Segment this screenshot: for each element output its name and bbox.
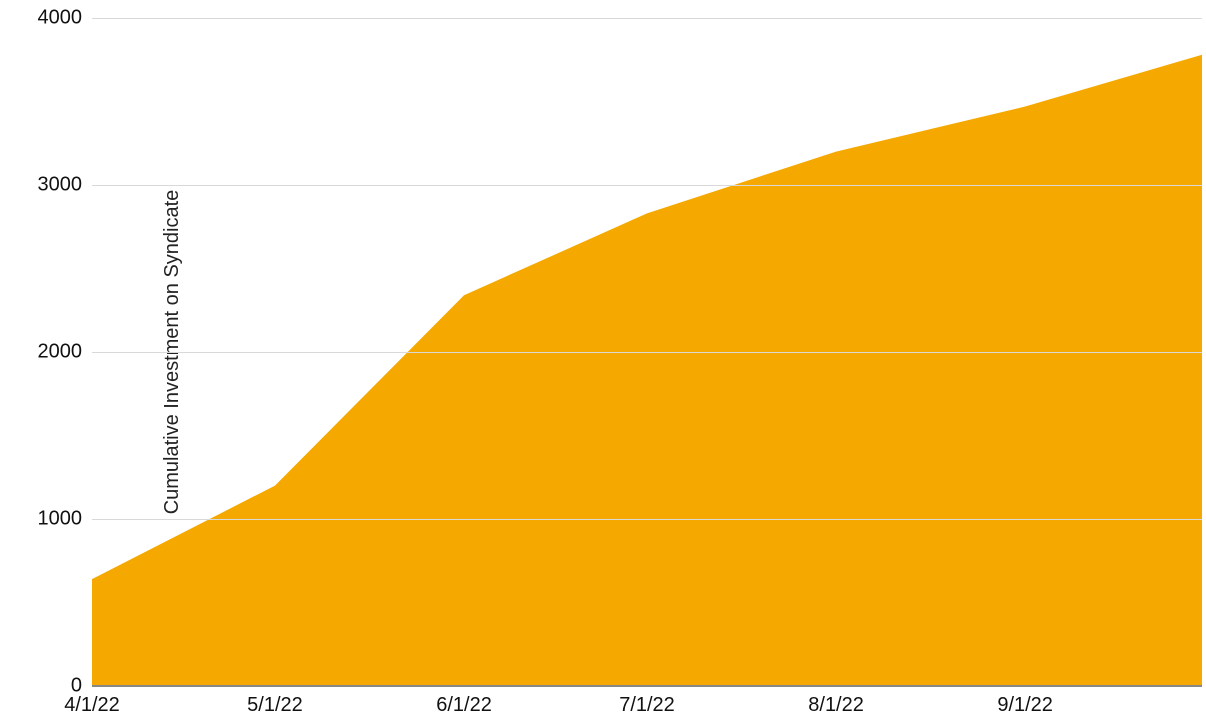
y-tick-label: 4000 — [38, 7, 93, 30]
plot-area: 010002000300040004/1/225/1/226/1/227/1/2… — [92, 18, 1202, 686]
gridline — [92, 18, 1202, 19]
y-tick-label: 3000 — [38, 174, 93, 197]
x-tick-label: 7/1/22 — [619, 686, 675, 717]
y-tick-label: 2000 — [38, 341, 93, 364]
x-tick-label: 8/1/22 — [808, 686, 864, 717]
x-tick-label: 4/1/22 — [64, 686, 120, 717]
y-tick-label: 1000 — [38, 508, 93, 531]
gridline — [92, 519, 1202, 520]
gridline — [92, 352, 1202, 353]
x-tick-label: 9/1/22 — [997, 686, 1053, 717]
x-tick-label: 5/1/22 — [247, 686, 303, 717]
gridline — [92, 185, 1202, 186]
investment-area-chart: Cumulative Investment on Syndicate 01000… — [0, 0, 1206, 720]
x-tick-label: 6/1/22 — [436, 686, 492, 717]
